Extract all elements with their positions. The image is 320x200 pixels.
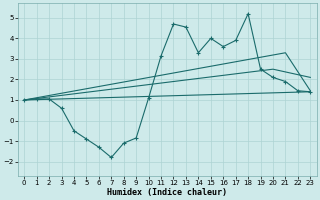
X-axis label: Humidex (Indice chaleur): Humidex (Indice chaleur) [107,188,227,197]
